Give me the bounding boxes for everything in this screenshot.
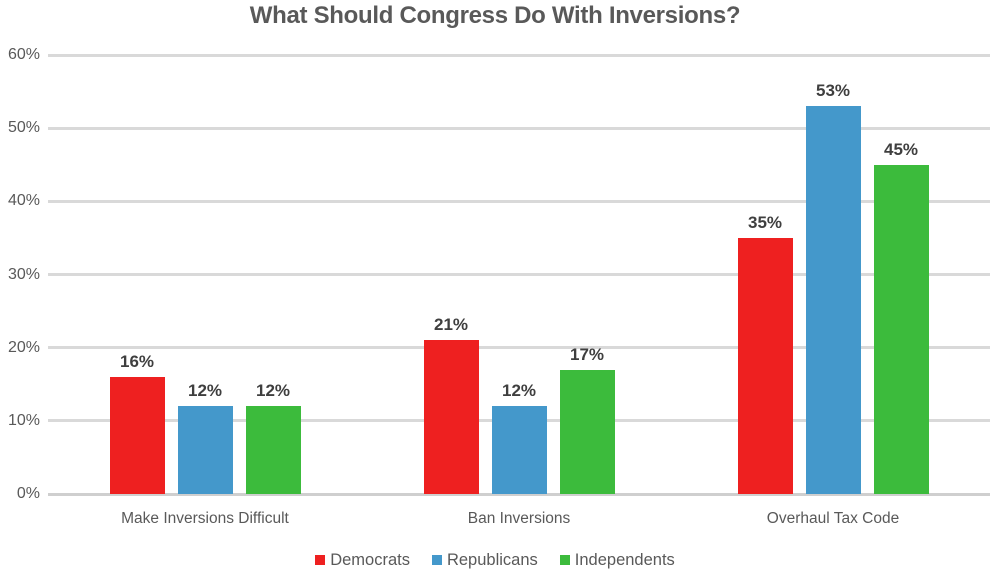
legend-label-republicans: Republicans <box>446 551 538 569</box>
y-axis-tick-label-40: 40% <box>7 192 40 210</box>
legend-label-independents: Independents <box>574 551 675 569</box>
legend: Democrats Republicans Independents <box>0 549 990 571</box>
legend-label-democrats: Democrats <box>330 551 410 569</box>
bar-republicans-ban-inversions <box>491 406 547 494</box>
gridline-30 <box>48 273 990 276</box>
bar-republicans-overhaul-tax-code <box>805 106 861 494</box>
bar-value-label-independents-make-inversions-difficult: 12% <box>255 381 291 401</box>
bar-value-label-independents-overhaul-tax-code: 45% <box>883 139 919 159</box>
bar-value-label-democrats-ban-inversions: 21% <box>433 315 469 335</box>
legend-swatch-independents <box>559 555 570 565</box>
chart-title: What Should Congress Do With Inversions? <box>249 2 741 29</box>
bar-democrats-ban-inversions <box>423 340 479 494</box>
gridline-40 <box>48 199 990 203</box>
legend-item-republicans: Republicans <box>431 549 538 571</box>
legend-item-independents: Independents <box>559 549 675 571</box>
bar-democrats-make-inversions-difficult <box>109 376 165 494</box>
gridline-60 <box>48 53 990 57</box>
y-axis-tick-label-50: 50% <box>7 119 40 137</box>
bar-value-label-democrats-make-inversions-difficult: 16% <box>119 351 155 371</box>
bar-value-label-republicans-ban-inversions: 12% <box>501 381 537 401</box>
bar-democrats-overhaul-tax-code <box>737 237 793 494</box>
bar-value-label-republicans-overhaul-tax-code: 53% <box>815 81 851 101</box>
x-axis-label-make-inversions-difficult: Make Inversions Difficult <box>121 510 289 527</box>
legend-swatch-republicans <box>431 555 442 565</box>
x-axis-label-overhaul-tax-code: Overhaul Tax Code <box>766 510 900 527</box>
bar-value-label-democrats-overhaul-tax-code: 35% <box>747 212 783 232</box>
y-axis-tick-label-60: 60% <box>7 46 40 63</box>
y-axis-tick-label-20: 20% <box>7 338 40 356</box>
bar-independents-ban-inversions <box>559 369 615 494</box>
gridline-50 <box>48 126 990 130</box>
bar-independents-make-inversions-difficult <box>245 406 301 494</box>
x-axis-line <box>48 492 990 496</box>
y-axis-tick-label-30: 30% <box>7 265 40 283</box>
legend-swatch-democrats <box>315 555 326 565</box>
bar-value-label-republicans-make-inversions-difficult: 12% <box>187 381 223 401</box>
bar-republicans-make-inversions-difficult <box>177 406 233 494</box>
bar-value-label-independents-ban-inversions: 17% <box>569 344 605 364</box>
legend-item-democrats: Democrats <box>315 549 410 571</box>
gridline-20 <box>48 346 990 350</box>
y-axis-tick-label-0: 0% <box>16 485 40 502</box>
y-axis-tick-label-10: 10% <box>7 411 40 429</box>
x-axis-label-ban-inversions: Ban Inversions <box>467 510 571 527</box>
bar-independents-overhaul-tax-code <box>873 164 929 494</box>
